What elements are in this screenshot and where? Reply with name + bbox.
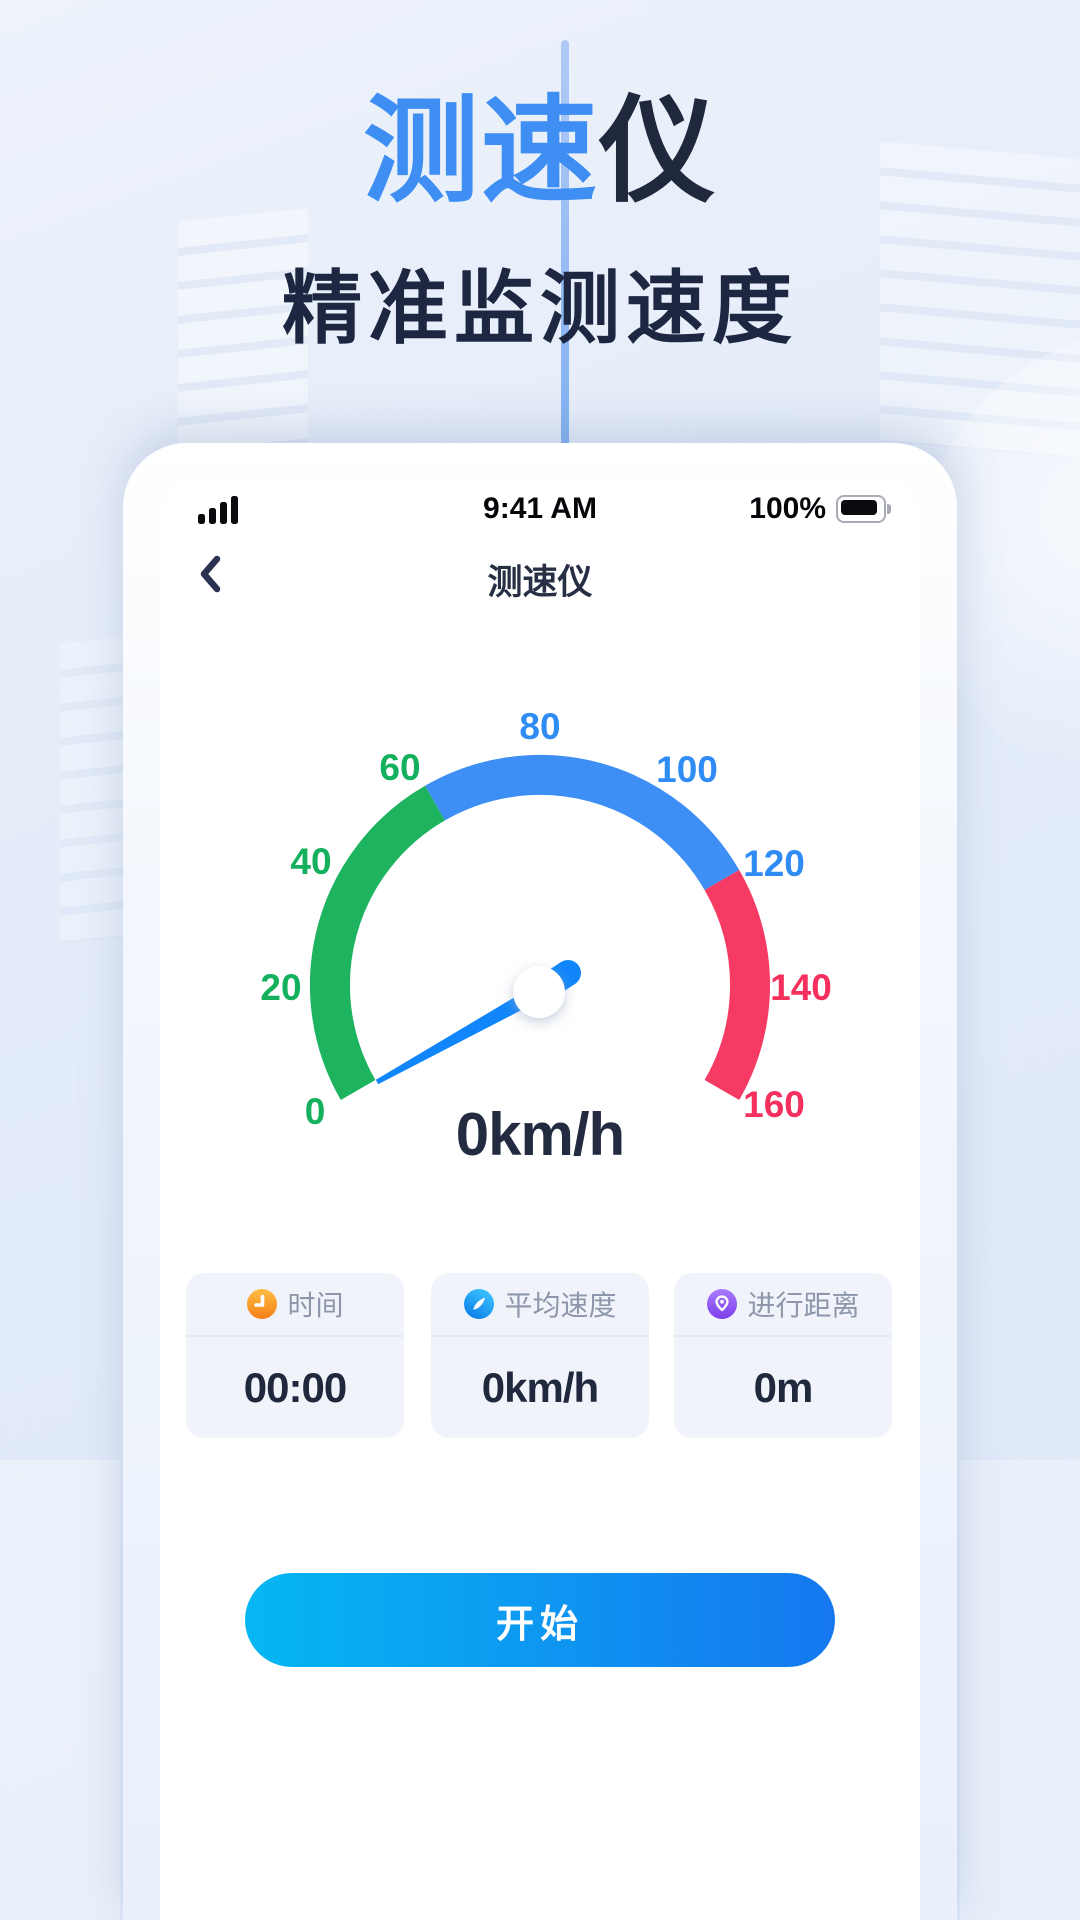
speed-gauge xyxy=(309,754,770,1100)
hero-section: 测速仪 精准监测速度 xyxy=(0,0,1080,360)
background-block-bottom-left xyxy=(0,1460,120,1920)
gauge-tick-label: 120 xyxy=(743,843,805,884)
gauge-tick-label: 80 xyxy=(519,706,561,747)
clock-icon xyxy=(247,1289,278,1319)
app-title: 测速仪 xyxy=(0,86,1080,216)
back-button[interactable] xyxy=(186,550,234,598)
speedometer-icon xyxy=(464,1289,495,1319)
app-title-rest: 仪 xyxy=(599,86,717,216)
gauge-segment-blue xyxy=(425,754,740,891)
signal-bars-icon xyxy=(198,494,238,524)
nav-bar: 测速仪 xyxy=(160,542,920,606)
gauge-tick-label: 100 xyxy=(656,749,718,790)
gauge-tick-label: 40 xyxy=(290,841,332,882)
speed-reading: 0km/h xyxy=(455,1101,625,1168)
nav-title: 测速仪 xyxy=(487,563,593,602)
gauge-tick-label: 160 xyxy=(743,1084,805,1125)
battery-percent: 100% xyxy=(749,492,826,525)
background-building-left-small xyxy=(60,636,130,944)
gauge-tick-label: 60 xyxy=(379,747,421,788)
location-pin-icon xyxy=(707,1289,738,1319)
start-button[interactable]: 开始 xyxy=(245,1573,835,1667)
stat-label: 进行距离 xyxy=(747,1290,860,1321)
gauge-tick-label: 0 xyxy=(304,1091,326,1132)
chevron-left-icon xyxy=(200,555,221,593)
stat-value: 0m xyxy=(753,1363,814,1411)
stat-label: 时间 xyxy=(287,1290,344,1321)
stat-card-distance: 进行距离 0m xyxy=(674,1273,892,1438)
gauge-tick-label: 140 xyxy=(770,967,832,1008)
gauge-tick-label: 20 xyxy=(260,967,302,1008)
gauge-hub xyxy=(513,966,565,1018)
stat-label: 平均速度 xyxy=(504,1290,617,1321)
stat-value: 0km/h xyxy=(481,1363,599,1411)
gauge-segment-green xyxy=(309,785,446,1100)
status-time: 9:41 AM xyxy=(483,492,597,525)
stat-card-time: 时间 00:00 xyxy=(186,1273,404,1438)
background-block-bottom-right xyxy=(960,1460,1080,1920)
stat-value: 00:00 xyxy=(243,1363,347,1411)
status-bar: 9:41 AM 100% xyxy=(160,490,920,530)
stat-card-average-speed: 平均速度 0km/h xyxy=(431,1273,649,1438)
battery-icon xyxy=(836,495,891,523)
gauge-needle xyxy=(375,960,581,1085)
phone-screen: 9:41 AM 100% 测速仪 xyxy=(160,478,920,1920)
app-title-highlight: 测速 xyxy=(363,86,599,216)
app-subtitle: 精准监测速度 xyxy=(282,263,798,353)
gauge-segment-red xyxy=(704,870,770,1100)
phone-mockup: 9:41 AM 100% 测速仪 xyxy=(123,443,957,1920)
